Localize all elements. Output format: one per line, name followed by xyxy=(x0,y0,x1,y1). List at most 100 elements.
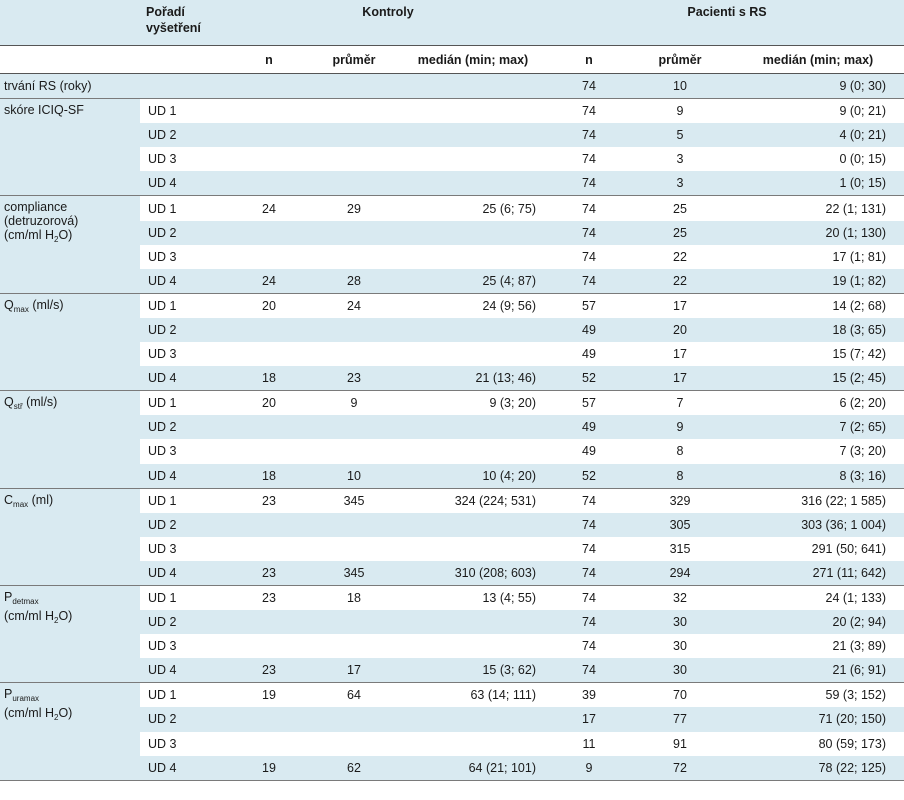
subheader-controls-mean: průměr xyxy=(312,45,396,74)
cell-ud: UD 3 xyxy=(140,634,226,659)
results-table: Pořadí vyšetření Kontroly Pacienti s RS … xyxy=(0,0,904,781)
cell xyxy=(396,73,550,100)
cell-patients-mean: 25 xyxy=(628,220,732,245)
table-row: UD 4 18 23 21 (13; 46) 52 17 15 (2; 45) xyxy=(0,366,904,392)
cell-controls-mean: 28 xyxy=(312,268,396,294)
cell-patients-median: 15 (7; 42) xyxy=(732,342,904,367)
cell-patients-median: 271 (11; 642) xyxy=(732,560,904,586)
table-row: Puramax (cm/ml H2O) UD 1 19 64 63 (14; 1… xyxy=(0,682,904,781)
cell-patients-median: 22 (1; 131) xyxy=(732,195,904,221)
cell-ud: UD 2 xyxy=(140,317,226,343)
label-line: compliance xyxy=(4,200,68,215)
cell-controls-n: 23 xyxy=(226,488,312,513)
cell-ud: UD 3 xyxy=(140,536,226,561)
label-subscript: 2 xyxy=(54,615,59,625)
cell-patients-median: 291 (50; 641) xyxy=(732,536,904,561)
cell-controls-median: 9 (3; 20) xyxy=(396,390,550,416)
cell-patients-n: 74 xyxy=(550,488,628,513)
table-row: UD 2 74 30 20 (2; 94) xyxy=(0,610,904,635)
cell-patients-mean: 77 xyxy=(628,707,732,732)
cell-controls-median: 10 (4; 20) xyxy=(396,463,550,489)
table-row: UD 2 74 25 20 (1; 130) xyxy=(0,220,904,245)
label-subscript: max xyxy=(13,304,29,314)
cell-controls-n: 18 xyxy=(226,366,312,392)
label-unit: (cm/ml H xyxy=(4,706,54,721)
table-row: UD 4 23 345 310 (208; 603) 74 294 271 (1… xyxy=(0,560,904,586)
cell-patients-median: 21 (6; 91) xyxy=(732,658,904,684)
cell-patients-n: 49 xyxy=(550,342,628,367)
cell-patients-n: 74 xyxy=(550,195,628,221)
table-row: UD 2 74 305 303 (36; 1 004) xyxy=(0,512,904,537)
cell-patients-mean: 305 xyxy=(628,512,732,537)
cell-patients-n: 57 xyxy=(550,390,628,416)
cell-patients-median: 0 (0; 15) xyxy=(732,147,904,172)
cell-ud: UD 2 xyxy=(140,512,226,537)
cell-controls-n: 24 xyxy=(226,195,312,221)
label-subscript: max xyxy=(13,499,29,509)
cell-controls-mean: 64 xyxy=(312,682,396,708)
cell-ud: UD 1 xyxy=(140,682,226,708)
cell-ud: UD 4 xyxy=(140,658,226,684)
label-line: (detruzorová) xyxy=(4,214,79,229)
cell-patients-n: 49 xyxy=(550,317,628,343)
table-row: UD 4 74 3 1 (0; 15) xyxy=(0,171,904,197)
cell-patients-median: 316 (22; 1 585) xyxy=(732,488,904,513)
subheader-controls-n: n xyxy=(226,45,312,74)
cell-patients-n: 74 xyxy=(550,171,628,197)
cell-patients-median: 8 (3; 16) xyxy=(732,463,904,489)
cell-controls-n: 19 xyxy=(226,682,312,708)
cell-patients-n: 49 xyxy=(550,439,628,464)
subheader-blank-2 xyxy=(140,45,226,74)
cell-ud: UD 3 xyxy=(140,147,226,172)
cell-patients-n: 74 xyxy=(550,560,628,586)
cell-ud: UD 3 xyxy=(140,731,226,756)
cell-controls-median: 13 (4; 55) xyxy=(396,585,550,611)
cell-patients-mean: 22 xyxy=(628,268,732,294)
subheader-patients-mean: průměr xyxy=(628,45,732,74)
table-row: Qstř (ml/s) UD 1 20 9 9 (3; 20) 57 7 6 (… xyxy=(0,390,904,489)
table-row: UD 3 74 3 0 (0; 15) xyxy=(0,147,904,172)
label-main: C xyxy=(4,492,14,507)
table-row: compliance (detruzorová) (cm/ml H2O) UD … xyxy=(0,195,904,294)
label-unit: (ml/s) xyxy=(22,395,58,410)
cell-patients-median: 19 (1; 82) xyxy=(732,268,904,294)
cell-controls-median: 21 (13; 46) xyxy=(396,366,550,392)
cell-controls-median: 25 (4; 87) xyxy=(396,268,550,294)
cell-patients-mean: 3 xyxy=(628,171,732,197)
table-row: UD 3 49 8 7 (3; 20) xyxy=(0,439,904,464)
row-label-qstr: Qstř (ml/s) xyxy=(0,390,140,489)
subheader-patients-n: n xyxy=(550,45,628,74)
cell-patients-mean: 17 xyxy=(628,293,732,318)
cell-patients-n: 74 xyxy=(550,512,628,537)
row-label-puramax: Puramax (cm/ml H2O) xyxy=(0,682,140,781)
cell-patients-mean: 9 xyxy=(628,98,732,124)
cell-patients-median: 24 (1; 133) xyxy=(732,585,904,611)
cell-controls-median: 324 (224; 531) xyxy=(396,488,550,513)
cell-ud: UD 1 xyxy=(140,293,226,318)
label-main: P xyxy=(4,589,13,604)
cell-ud: UD 4 xyxy=(140,463,226,489)
table-row: Qmax (ml/s) UD 1 20 24 24 (9; 56) 57 17 … xyxy=(0,293,904,392)
cell-controls-median: 15 (3; 62) xyxy=(396,658,550,684)
cell xyxy=(312,73,396,100)
label-main: Q xyxy=(4,297,14,312)
cell-patients-median: 9 (0; 30) xyxy=(732,73,904,100)
table-row: UD 3 49 17 15 (7; 42) xyxy=(0,342,904,367)
cell-patients-n: 74 xyxy=(550,585,628,611)
table-row: UD 2 49 20 18 (3; 65) xyxy=(0,317,904,343)
cell-controls-mean: 24 xyxy=(312,293,396,318)
cell-patients-median: 71 (20; 150) xyxy=(732,707,904,732)
cell-controls-median: 25 (6; 75) xyxy=(396,195,550,221)
cell-patients-n: 74 xyxy=(550,658,628,684)
cell-controls-n: 23 xyxy=(226,585,312,611)
table-row: UD 2 17 77 71 (20; 150) xyxy=(0,707,904,732)
cell-controls-n: 20 xyxy=(226,293,312,318)
row-label-duration: trvání RS (roky) xyxy=(0,73,226,100)
cell-patients-n: 11 xyxy=(550,731,628,756)
table-row: UD 3 74 30 21 (3; 89) xyxy=(0,634,904,659)
cell-ud: UD 3 xyxy=(140,342,226,367)
cell-ud: UD 4 xyxy=(140,755,226,781)
table-row: Pdetmax (cm/ml H2O) UD 1 23 18 13 (4; 55… xyxy=(0,585,904,684)
label-unit: O) xyxy=(58,608,73,623)
